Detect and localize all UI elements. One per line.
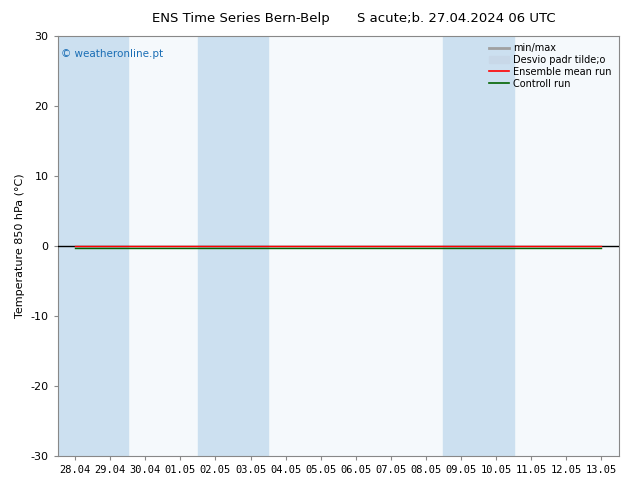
Legend: min/max, Desvio padr tilde;o, Ensemble mean run, Controll run: min/max, Desvio padr tilde;o, Ensemble m… (487, 41, 614, 91)
Bar (93, 36, 128, 456)
Text: © weatheronline.pt: © weatheronline.pt (60, 49, 163, 59)
Bar (443, 36, 479, 456)
Text: S acute;b. 27.04.2024 06 UTC: S acute;b. 27.04.2024 06 UTC (357, 12, 556, 25)
Text: ENS Time Series Bern-Belp: ENS Time Series Bern-Belp (152, 12, 330, 25)
Bar (198, 36, 233, 456)
Bar (233, 36, 268, 456)
Y-axis label: Temperature 850 hPa (°C): Temperature 850 hPa (°C) (15, 174, 25, 318)
Bar (479, 36, 514, 456)
Bar (58, 36, 93, 456)
